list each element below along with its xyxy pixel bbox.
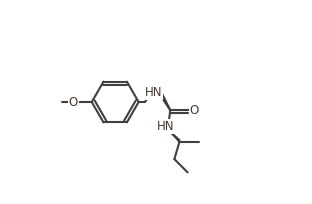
Text: HN: HN (145, 86, 163, 99)
Text: HN: HN (157, 120, 174, 133)
Text: O: O (69, 95, 78, 109)
Text: O: O (190, 104, 199, 117)
